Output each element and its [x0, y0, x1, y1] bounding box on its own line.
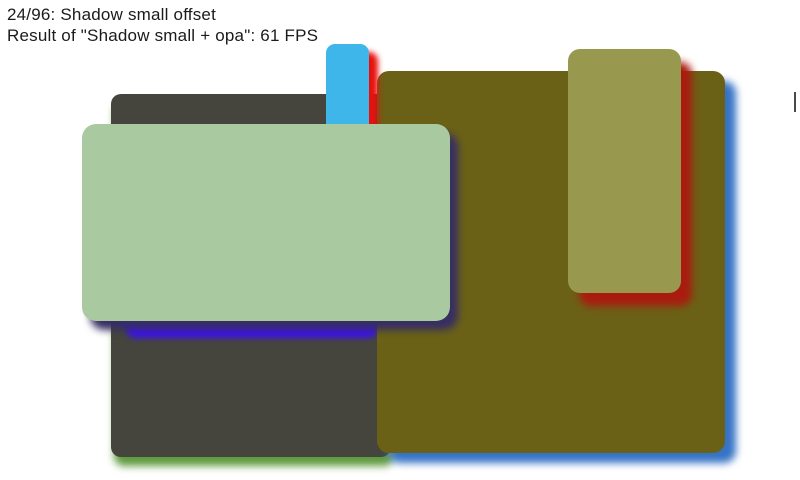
- benchmark-result-text: Result of "Shadow small + opa": 61 FPS: [7, 26, 319, 45]
- khaki-card: [568, 49, 681, 293]
- sage-card: [82, 124, 450, 321]
- edge-fragment: [794, 92, 796, 112]
- benchmark-progress-title: 24/96: Shadow small offset: [7, 5, 217, 24]
